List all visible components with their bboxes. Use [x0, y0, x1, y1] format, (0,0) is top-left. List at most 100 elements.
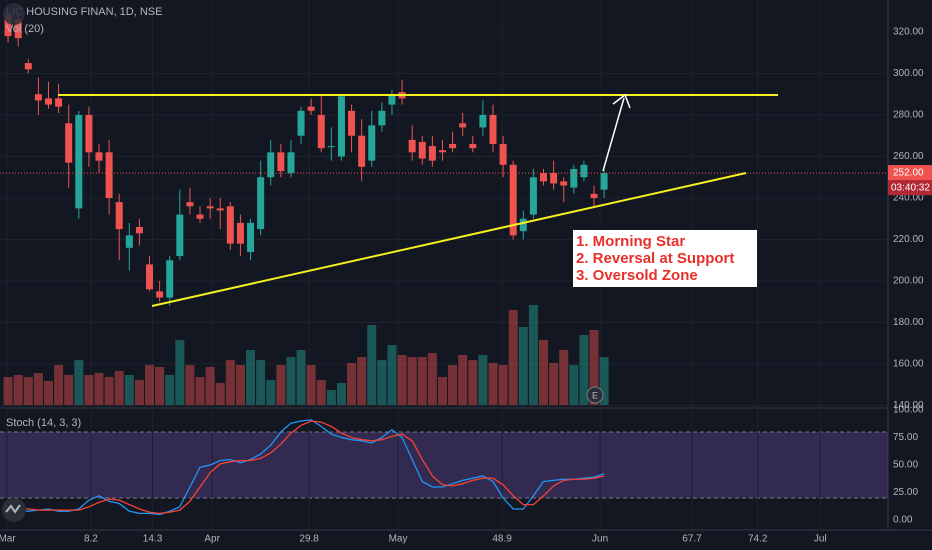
x-tick-label: 8.2: [84, 534, 98, 545]
y-tick-label: 75.00: [893, 432, 918, 443]
volume-bar: [387, 345, 397, 405]
volume-bar: [94, 373, 104, 405]
volume-bar: [569, 365, 579, 405]
logo: [3, 3, 25, 25]
volume-bar: [104, 377, 114, 405]
candle-body: [85, 114, 93, 153]
candle-body: [438, 150, 446, 153]
y-tick-label: 180.00: [893, 317, 924, 328]
volume-bar: [498, 365, 508, 405]
volume-bar: [155, 367, 165, 405]
volume-bar: [185, 365, 195, 405]
volume-bar: [296, 350, 306, 405]
volume-bar: [43, 381, 53, 405]
candle-body: [449, 144, 457, 149]
volume-bar: [235, 365, 245, 405]
y-tick-label: 25.00: [893, 487, 918, 498]
y-tick-label: 100.00: [893, 405, 924, 416]
y-tick-label: 300.00: [893, 68, 924, 79]
volume-bar: [478, 355, 488, 405]
volume-bar: [367, 325, 377, 405]
candle-body: [146, 264, 154, 290]
volume-bar: [488, 363, 498, 405]
logo-glyph: [5, 504, 21, 514]
candle-body: [267, 152, 275, 178]
candle-body: [378, 110, 386, 126]
countdown-label: 03:40:32: [891, 183, 930, 194]
candle-body: [459, 123, 467, 128]
volume-bar: [134, 380, 144, 405]
candle-body: [348, 110, 356, 136]
y-tick-label: 280.00: [893, 110, 924, 121]
candle-body: [236, 222, 244, 244]
volume-bar: [23, 377, 33, 405]
candle-body: [247, 222, 255, 252]
earnings-marker-label: E: [592, 390, 598, 400]
candle-body: [479, 114, 487, 128]
volume-bar: [407, 357, 417, 405]
volume-bar: [276, 365, 286, 405]
candle-body: [196, 214, 204, 219]
note: 2. Reversal at Support: [576, 250, 734, 267]
x-tick-label: Mar: [0, 534, 16, 545]
volume-bar: [528, 305, 538, 405]
candle-body: [287, 152, 295, 174]
y-tick-label: 240.00: [893, 193, 924, 204]
candle-body: [297, 110, 305, 136]
volume-bar: [195, 377, 205, 405]
candle-body: [115, 202, 123, 230]
candle-body: [44, 98, 52, 105]
stoch-band: [0, 431, 888, 498]
x-tick-label: 74.2: [748, 534, 768, 545]
volume-bar: [579, 335, 589, 405]
candle-body: [34, 94, 42, 101]
volume-bar: [437, 377, 447, 405]
candle-body: [24, 63, 32, 70]
candle-body: [560, 181, 568, 186]
stoch-line: [8, 419, 605, 516]
candle-body: [186, 202, 194, 207]
candle-body: [65, 123, 73, 163]
candle-body: [206, 206, 214, 209]
candle-body: [590, 193, 598, 198]
stoch-line: [8, 420, 605, 515]
candle-body: [307, 106, 315, 111]
candle-body: [600, 173, 608, 190]
candle-body: [176, 214, 184, 257]
volume-bar: [549, 363, 559, 405]
volume-bar: [33, 373, 43, 405]
volume-bar: [124, 375, 134, 405]
candle-body: [156, 291, 164, 298]
volume-bar: [508, 310, 518, 405]
x-tick-label: May: [389, 534, 408, 545]
volume-bar: [145, 365, 155, 405]
volume-bar: [417, 357, 427, 405]
y-tick-label: 260.00: [893, 151, 924, 162]
volume-title: Vol (20): [6, 23, 44, 35]
stoch-title: Stoch (14, 3, 3): [6, 417, 81, 429]
candle-body: [95, 152, 103, 161]
candle-body: [358, 135, 366, 167]
volume-bar: [205, 367, 215, 405]
countdown-box: [888, 180, 932, 196]
note: 3. Oversold Zone: [576, 267, 698, 284]
y-tick-label: 140.00: [893, 400, 924, 411]
candle-body: [540, 173, 548, 182]
candle-body: [509, 164, 517, 236]
candle-body: [327, 146, 335, 148]
candle-body: [75, 114, 83, 209]
y-tick-label: 320.00: [893, 27, 924, 38]
arrow-head: [612, 93, 631, 109]
candle-body: [166, 260, 174, 298]
y-tick-label: 160.00: [893, 359, 924, 370]
earnings-marker[interactable]: [586, 386, 604, 404]
candle-body: [216, 208, 224, 211]
candle-body: [388, 94, 396, 105]
y-tick-label: 220.00: [893, 234, 924, 245]
volume-bar: [316, 380, 326, 405]
volume-bar: [589, 330, 599, 405]
candle-body: [105, 152, 113, 198]
volume-bar: [74, 360, 84, 405]
x-tick-label: Apr: [204, 534, 220, 545]
volume-bar: [215, 383, 225, 405]
